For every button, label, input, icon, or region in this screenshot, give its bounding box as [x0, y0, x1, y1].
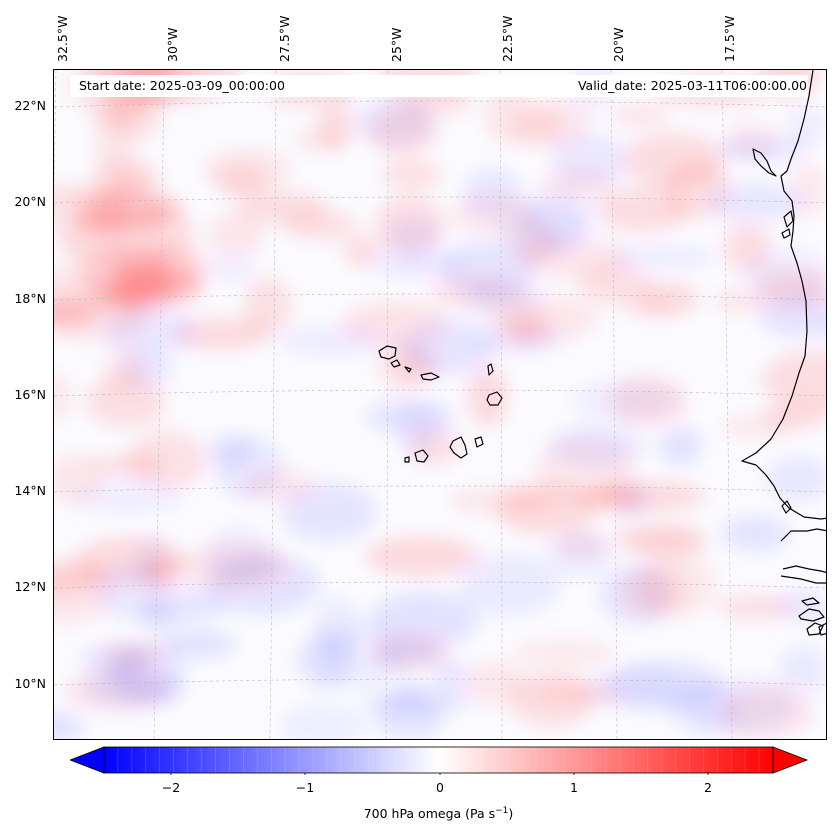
colorbar-min-arrow [70, 746, 105, 774]
lat-label: 14°N [14, 483, 46, 498]
colorbar-tick-label: 1 [570, 780, 578, 795]
omega-field-map [54, 70, 826, 739]
lat-lon-gridlines [54, 70, 826, 739]
start-date-label: Start date: 2025-03-09_00:00:00 [79, 78, 285, 93]
lon-label: 25°W [389, 27, 404, 62]
colorbar-max-arrow [772, 746, 809, 774]
lat-label: 20°N [14, 194, 46, 209]
lat-label: 22°N [14, 98, 46, 113]
lon-label: 32.5°W [55, 15, 70, 62]
colorbar [70, 746, 809, 775]
omega-field-shading [54, 70, 826, 739]
colorbar-tick-label: −2 [161, 780, 181, 795]
lat-label: 10°N [14, 676, 46, 691]
lat-label: 18°N [14, 291, 46, 306]
colorbar-tick-label: −1 [295, 780, 315, 795]
lon-label: 22.5°W [500, 15, 515, 62]
lon-label: 17.5°W [722, 15, 737, 62]
lat-label: 16°N [14, 387, 46, 402]
lon-label: 30°W [165, 27, 180, 62]
colorbar-gradient [104, 747, 773, 773]
lon-label: 27.5°W [277, 15, 292, 62]
colorbar-tick-label: 0 [436, 780, 444, 795]
valid-date-label: Valid_date: 2025-03-11T06:00:00.00 [577, 78, 807, 93]
lon-label: 20°W [611, 27, 626, 62]
colorbar-title: 700 hPa omega (Pa s−1) [363, 806, 514, 822]
colorbar-tick-label: 2 [704, 780, 712, 795]
map-panel [53, 69, 827, 740]
header-strip [70, 75, 808, 97]
lat-label: 12°N [14, 579, 46, 594]
coastline [378, 70, 826, 636]
